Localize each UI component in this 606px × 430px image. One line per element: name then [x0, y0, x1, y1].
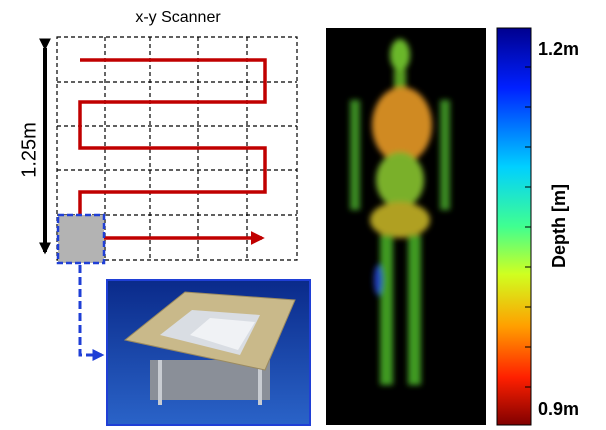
antenna-module	[58, 215, 104, 263]
scanner-photo	[107, 280, 310, 425]
colorbar	[497, 28, 531, 425]
colorbar-bottom-label: 0.9m	[538, 399, 579, 419]
colorbar-top-label: 1.2m	[538, 39, 579, 59]
scanner-title: x-y Scanner	[135, 9, 221, 26]
scan-path	[80, 60, 265, 238]
figure: x-y Scanner 1.25m	[0, 0, 606, 430]
zoom-connector	[80, 265, 102, 355]
colorbar-title: Depth [m]	[549, 184, 569, 268]
height-label: 1.25m	[18, 122, 40, 178]
radar-image	[326, 28, 486, 425]
